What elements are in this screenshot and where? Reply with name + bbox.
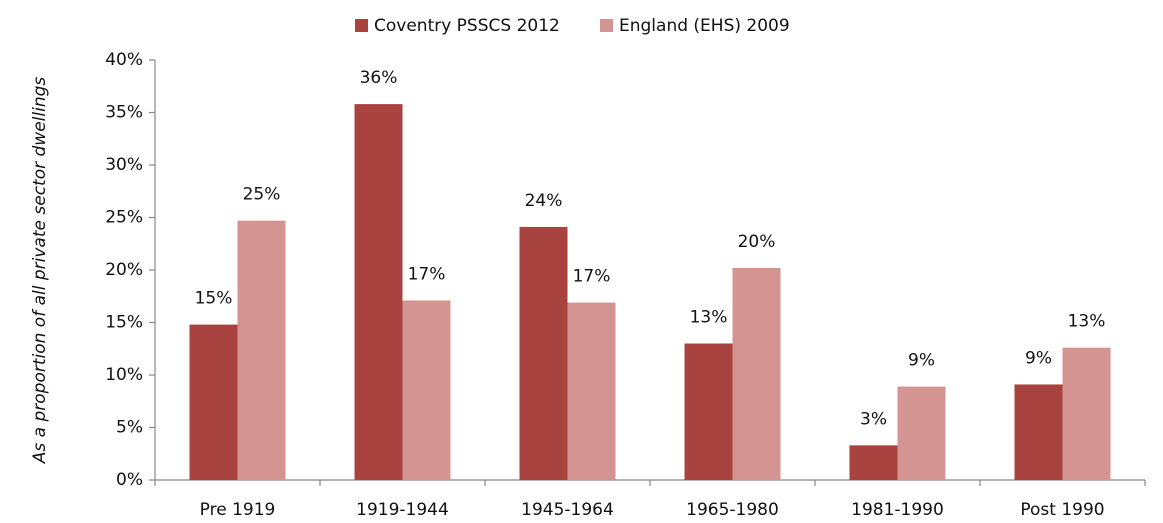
value-label: 17% <box>573 267 611 287</box>
value-label: 17% <box>408 264 446 284</box>
value-label: 13% <box>1068 312 1106 332</box>
y-tick-label: 20% <box>105 260 143 280</box>
value-label: 25% <box>243 185 281 205</box>
bar <box>402 300 451 480</box>
y-tick-label: 10% <box>105 365 143 385</box>
bar <box>897 386 946 480</box>
value-label: 15% <box>195 289 233 309</box>
legend-swatch <box>355 19 368 32</box>
bar <box>1062 347 1111 480</box>
bar <box>1014 384 1063 480</box>
value-label: 20% <box>738 232 776 252</box>
value-label: 9% <box>1025 348 1052 368</box>
x-tick-label: 1945-1964 <box>521 500 614 520</box>
x-tick-label: Pre 1919 <box>200 500 276 520</box>
y-tick-label: 30% <box>105 155 143 175</box>
value-label: 9% <box>908 351 935 371</box>
bar <box>684 343 733 480</box>
y-tick-label: 15% <box>105 313 143 333</box>
bar <box>732 267 781 480</box>
value-label: 13% <box>690 308 728 328</box>
value-label: 3% <box>860 409 887 429</box>
bar <box>567 302 616 480</box>
value-label: 24% <box>525 191 563 211</box>
legend-swatch <box>600 19 613 32</box>
legend-label: England (EHS) 2009 <box>619 16 790 36</box>
y-axis-label: As a proportion of all private sector dw… <box>30 77 50 465</box>
y-tick-label: 25% <box>105 208 143 228</box>
bar <box>189 324 238 480</box>
bar <box>237 220 286 480</box>
bar <box>519 226 568 480</box>
x-tick-label: 1965-1980 <box>686 500 779 520</box>
x-tick-label: 1919-1944 <box>356 500 449 520</box>
legend-label: Coventry PSSCS 2012 <box>374 16 560 36</box>
bar <box>849 445 898 480</box>
y-tick-label: 35% <box>105 103 143 123</box>
x-tick-label: Post 1990 <box>1020 500 1104 520</box>
y-tick-label: 0% <box>116 470 143 490</box>
x-tick-label: 1981-1990 <box>851 500 944 520</box>
value-label: 36% <box>360 68 398 88</box>
bar <box>354 104 403 480</box>
y-tick-label: 5% <box>116 418 143 438</box>
y-tick-label: 40% <box>105 50 143 70</box>
